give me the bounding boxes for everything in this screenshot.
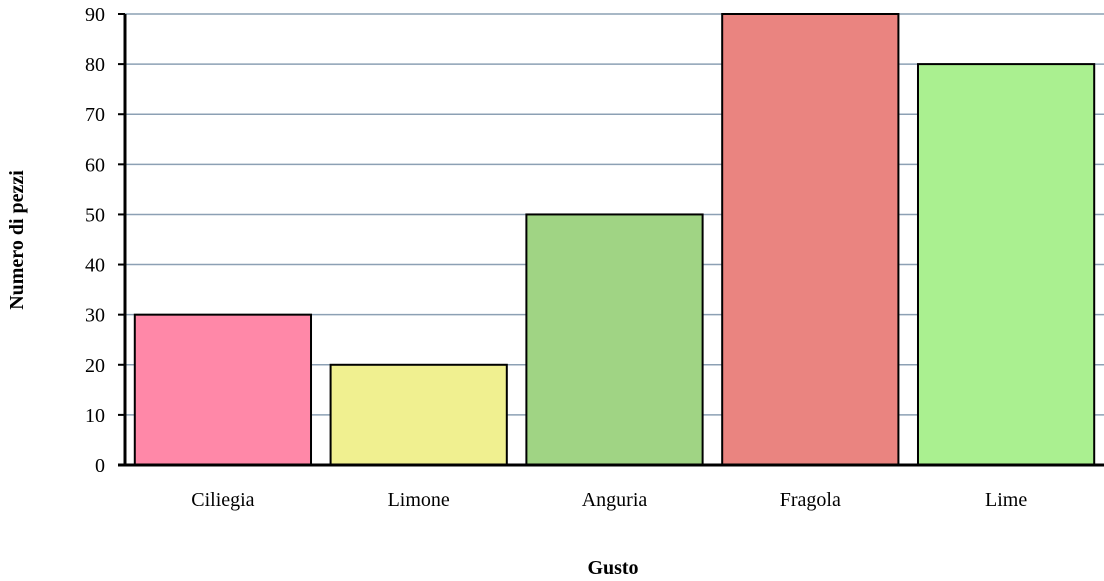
y-tick-label-60: 60 [85, 154, 105, 176]
bar-lime [916, 63, 1096, 466]
x-tick-label-fragola: Fragola [780, 489, 841, 511]
x-tick-label-lime: Lime [985, 489, 1027, 511]
bar-fragola [721, 13, 900, 466]
y-tick-label-70: 70 [85, 104, 105, 126]
x-tick-label-limone: Limone [388, 489, 450, 511]
y-tick-label-90: 90 [85, 4, 105, 26]
bar-limone [329, 363, 508, 466]
bar-ciliegia [133, 313, 313, 466]
y-axis-title: Numero di pezzi [6, 170, 28, 310]
y-tick-label-50: 50 [85, 204, 105, 226]
bar-anguria [525, 213, 704, 466]
y-tick-label-0: 0 [95, 455, 105, 477]
x-axis-title: Gusto [587, 557, 638, 579]
y-tick-label-30: 30 [85, 305, 105, 327]
y-tick-label-10: 10 [85, 405, 105, 427]
y-tick-labels: 0 10 20 30 40 50 60 70 80 90 [85, 4, 105, 477]
x-tick-labels: Ciliegia Limone Anguria Fragola Lime [191, 489, 1027, 511]
bars [133, 13, 1096, 466]
y-tick-label-80: 80 [85, 54, 105, 76]
x-tick-label-anguria: Anguria [582, 489, 648, 511]
x-tick-label-ciliegia: Ciliegia [191, 489, 254, 511]
y-tick-label-20: 20 [85, 355, 105, 377]
y-tick-label-40: 40 [85, 255, 105, 277]
axes [118, 13, 1104, 467]
